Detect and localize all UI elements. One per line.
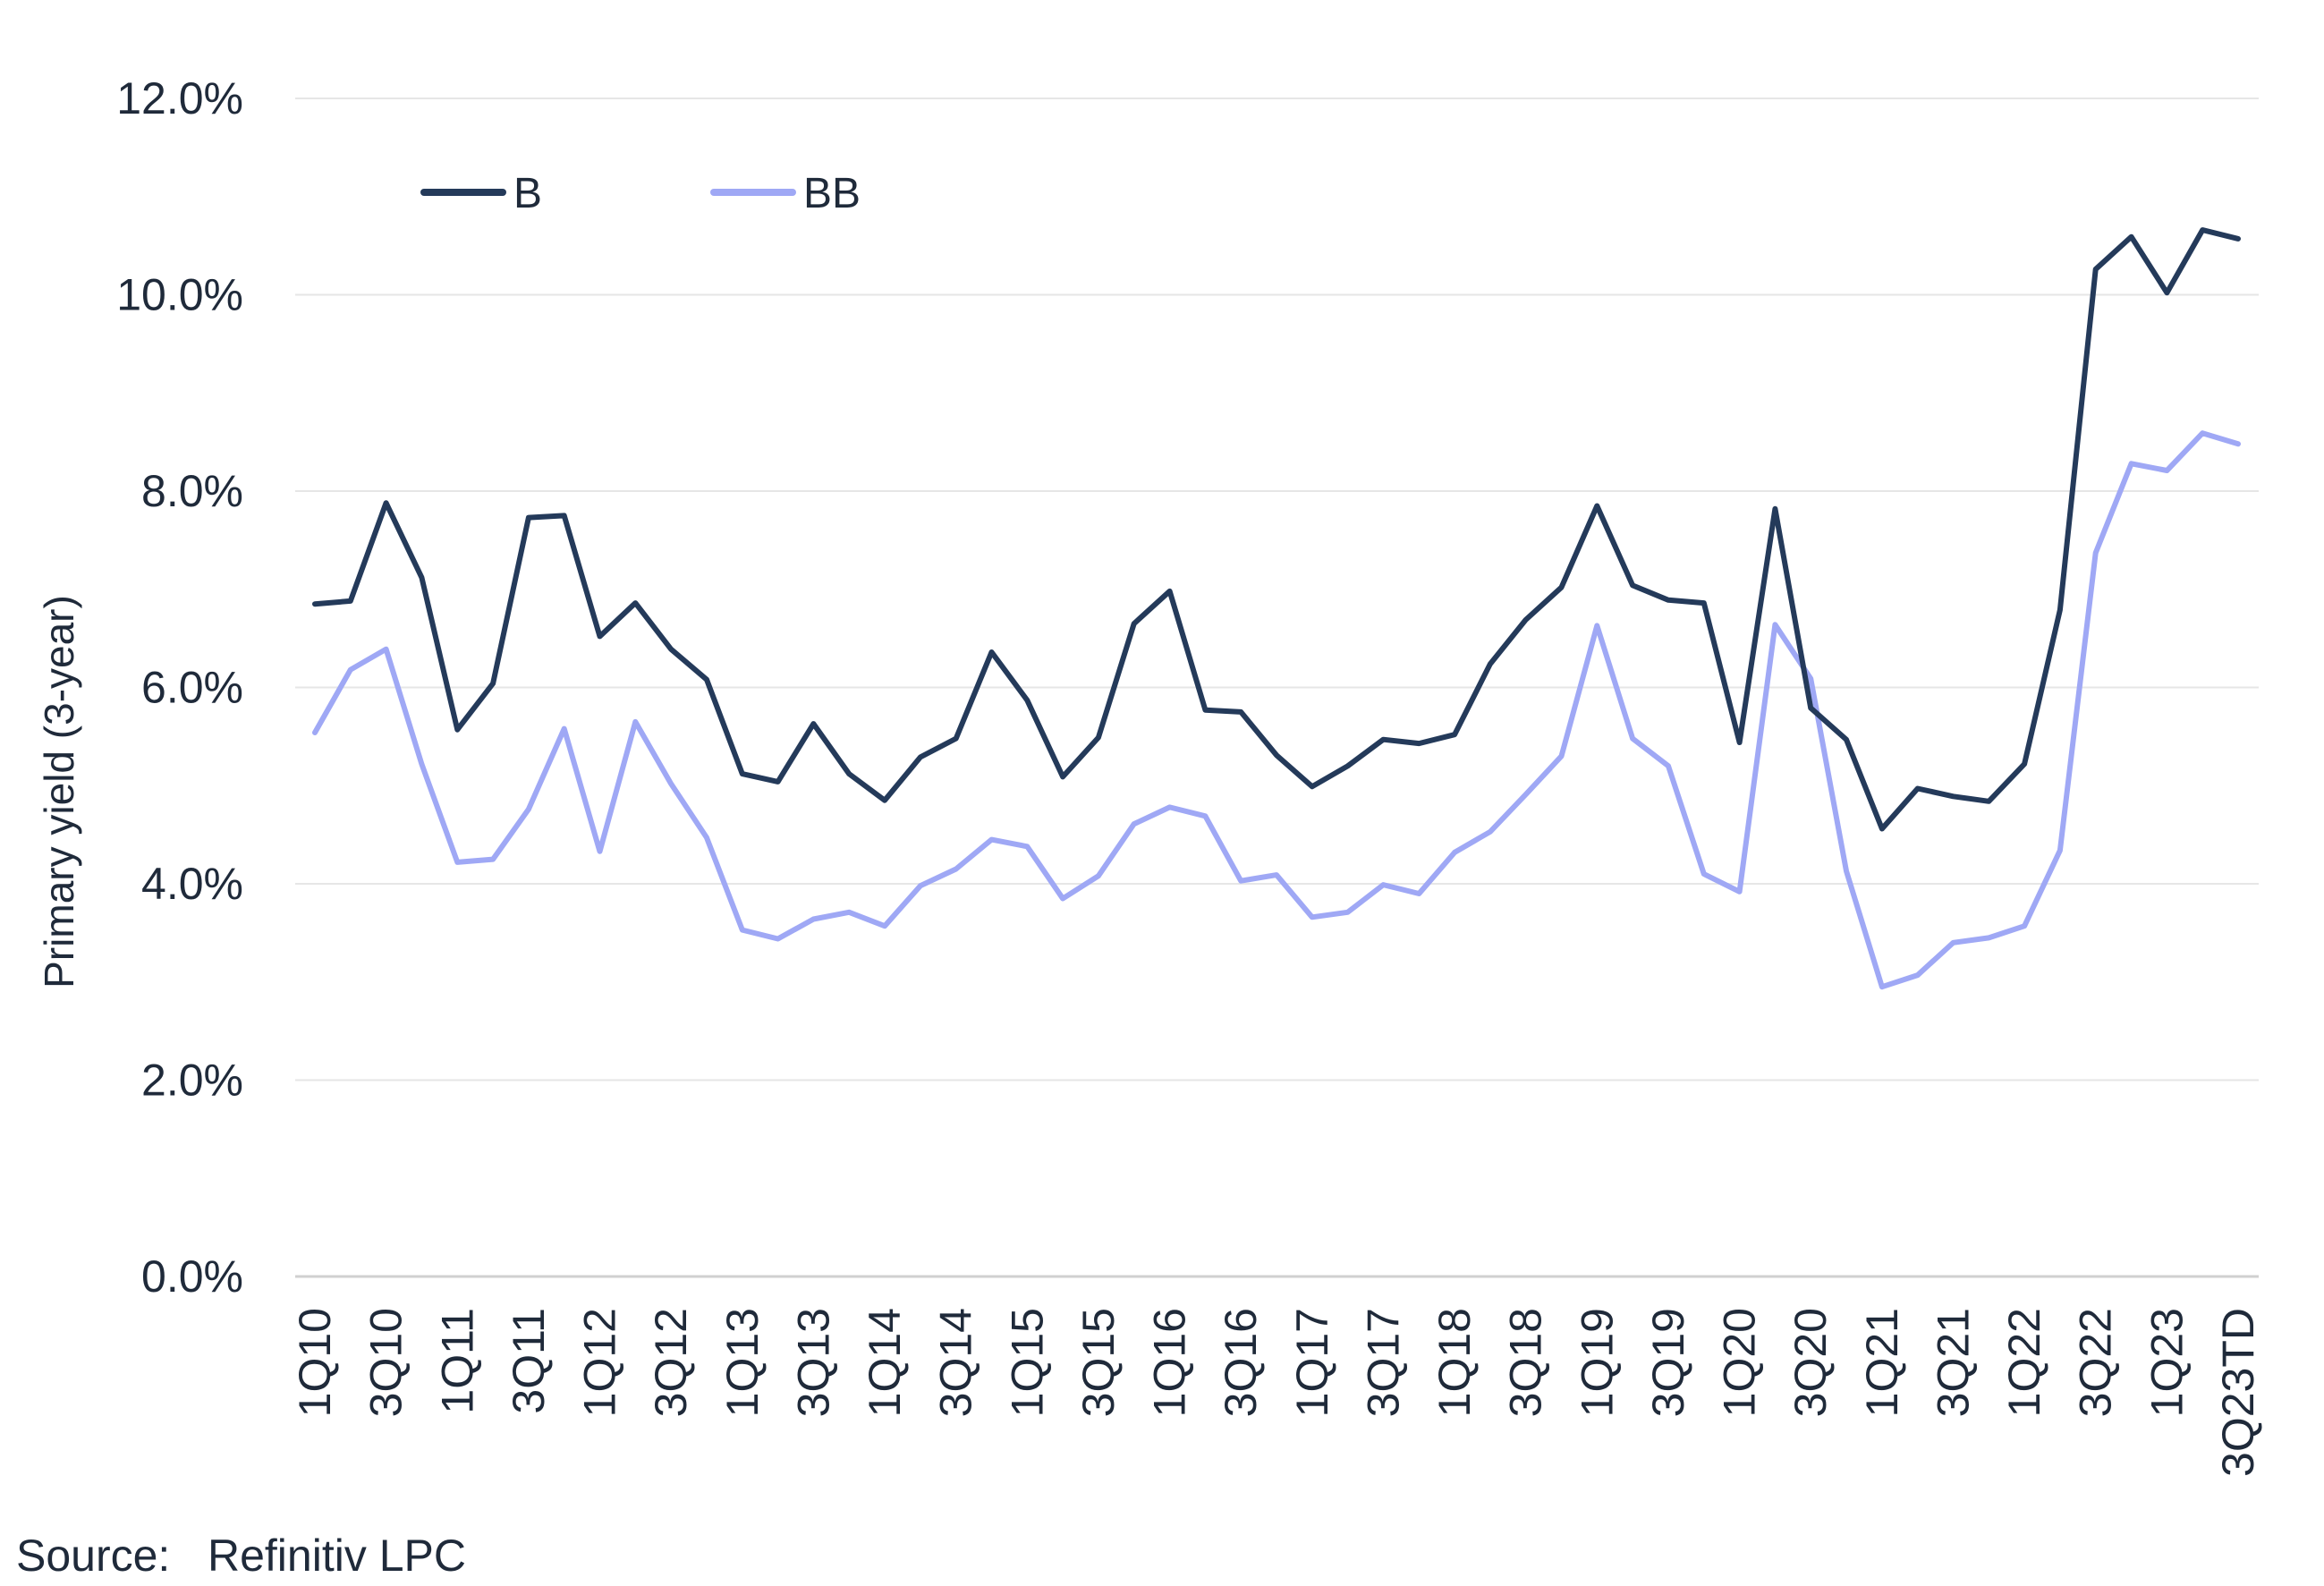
x-tick-label: 1Q11 [432,1308,482,1414]
x-tick-label: 3Q21 [1929,1308,1979,1417]
x-tick-label: 1Q21 [1857,1308,1907,1417]
y-tick-label: 4.0% [141,859,243,909]
x-axis-ticks: 1Q10 3Q10 1Q11 3Q11 1Q12 3Q12 1Q13 3Q13 1Q14 3Q14… [290,1308,2263,1477]
x-tick-label: 1Q10 [290,1308,340,1417]
x-tick-label: 1Q15 [1002,1308,1052,1417]
gridlines [295,98,2259,1278]
series-lines [312,227,2241,990]
y-tick-label: 12.0% [116,73,243,123]
x-tick-label: 1Q16 [1145,1308,1195,1417]
x-tick-label: 3Q16 [1216,1308,1266,1417]
y-tick-label: 10.0% [116,270,243,320]
x-tick-label: 3Q12 [646,1308,696,1417]
source-text: Refinitiv LPC [208,1531,466,1581]
x-tick-label: 1Q14 [860,1308,910,1417]
legend-label-bb: BB [803,170,861,217]
y-tick-label: 8.0% [141,466,243,516]
x-tick-label: 3Q20 [1785,1308,1836,1417]
x-tick-label: 3Q13 [788,1308,838,1417]
x-tick-label: 1Q20 [1715,1308,1765,1417]
y-tick-label: 0.0% [141,1251,243,1302]
x-tick-label: 3Q22 [2071,1308,2121,1417]
y-tick-label: 2.0% [141,1056,243,1106]
y-axis-ticks: 0.0% 2.0% 4.0% 6.0% 8.0% 10.0% 12.0% [116,73,243,1302]
x-tick-label: 1Q12 [575,1308,625,1417]
x-tick-label: 3Q15 [1073,1308,1124,1417]
x-tick-label: 1Q13 [717,1308,768,1417]
x-tick-label: 1Q17 [1287,1308,1337,1417]
x-tick-label: 3Q23TD [2213,1308,2263,1477]
series-line-b [312,227,2241,832]
legend: B BB [420,170,861,217]
x-tick-label: 3Q14 [931,1308,981,1417]
y-tick-label: 6.0% [141,663,243,713]
x-tick-label: 3Q17 [1358,1308,1408,1417]
legend-label-b: B [513,170,542,217]
x-tick-label: 1Q18 [1429,1308,1480,1417]
x-tick-label: 1Q23 [2142,1308,2192,1417]
series-line-bb [312,430,2241,990]
x-tick-label: 1Q19 [1572,1308,1622,1417]
x-tick-label: 3Q19 [1643,1308,1693,1417]
x-tick-label: 3Q10 [361,1308,411,1417]
y-axis-title: Primary yield (3-year) [36,595,82,988]
source-label: Source: [16,1531,170,1581]
x-tick-label: 3Q18 [1501,1308,1551,1417]
x-tick-label: 3Q11 [504,1308,554,1414]
x-tick-label: 1Q22 [1999,1308,2049,1417]
